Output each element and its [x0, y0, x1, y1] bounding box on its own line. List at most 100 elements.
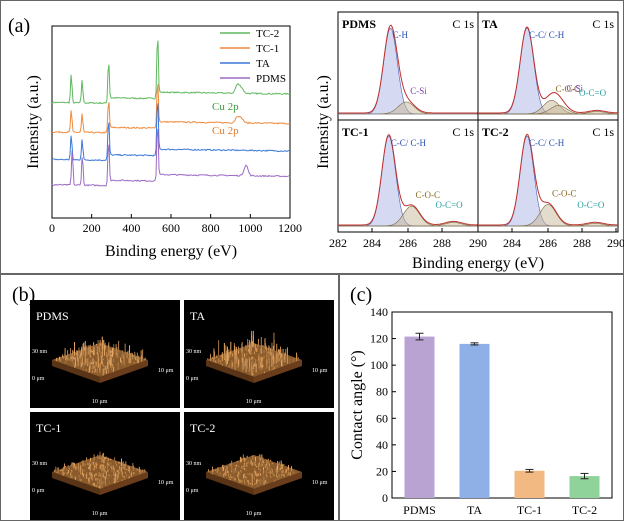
c1s-envelope-tc-2	[478, 133, 619, 226]
survey-series-pdms	[51, 128, 291, 187]
bar-tc-2	[569, 476, 600, 498]
legend-label-ta: TA	[256, 58, 270, 70]
c1s-title-tc-2: TC-2	[482, 125, 509, 139]
afm-y-label: 10 μm	[92, 399, 108, 405]
c1s-xtick-label: 290	[469, 236, 487, 250]
panel-c-label: (c)	[350, 284, 372, 306]
c1s-xtick-label: 288	[573, 236, 591, 250]
c1s-envelope-tc-1	[338, 134, 479, 226]
afm-side-right-ta	[254, 360, 302, 383]
c1s-title-pdms: PDMS	[342, 17, 376, 31]
c1s-peak-label-pdms-0: C-H	[393, 30, 409, 40]
c1s-core-pdms: C 1s	[452, 17, 474, 31]
afm-base-label: 0 μm	[32, 488, 45, 494]
survey-xtick-label: 1000	[238, 221, 262, 235]
afm-side-right-pdms	[100, 360, 148, 383]
bar-ytick-label: 20	[376, 464, 388, 478]
bar-category-label: PDMS	[403, 503, 436, 517]
c1s-xtick-label: 290	[607, 236, 624, 250]
c1s-peak-tc-2-2	[478, 223, 619, 227]
bar-ytick-label: 100	[370, 358, 388, 372]
afm-base-label: 0 μm	[32, 376, 45, 382]
c1s-title-ta: TA	[482, 17, 498, 31]
annotation-cu2p-tc1: Cu 2p	[212, 125, 239, 137]
panel-a-label: (a)	[8, 15, 30, 37]
bar-ytick-label: 120	[370, 332, 388, 346]
bar-ytick-label: 40	[376, 438, 388, 452]
bar-ytick-label: 60	[376, 411, 388, 425]
afm-x-label: 10 μm	[312, 480, 328, 486]
c1s-title-tc-1: TC-1	[342, 125, 369, 139]
afm-base-label: 0 μm	[186, 488, 199, 494]
afm-z-label: 30 nm	[186, 349, 202, 355]
legend-label-pdms: PDMS	[256, 73, 286, 85]
afm-x-label: 10 μm	[158, 368, 174, 374]
c1s-peak-label-ta-1: C-O-C	[556, 84, 581, 94]
survey-ylabel: Intensity (a.u.)	[25, 75, 42, 169]
c1s-peak-label-tc-1-0: C-C/ C-H	[391, 138, 427, 148]
afm-y-label: 10 μm	[92, 511, 108, 517]
annotation-cu2p-tc2: Cu 2p	[212, 101, 239, 113]
c1s-xtick-label: 286	[399, 236, 417, 250]
c1s-xtick-label: 288	[433, 236, 451, 250]
afm-side-ta	[206, 360, 254, 383]
afm-name-ta: TA	[190, 309, 205, 323]
afm-z-label: 30 nm	[186, 461, 202, 467]
survey-xtick-label: 800	[202, 221, 220, 235]
bar-axes-frame	[391, 311, 613, 499]
survey-xtick-label: 400	[122, 221, 140, 235]
bar-category-label: TA	[467, 503, 482, 517]
c1s-xtick-label: 284	[503, 236, 521, 250]
afm-base-label: 0 μm	[186, 376, 199, 382]
survey-xtick-label: 0	[49, 221, 55, 235]
c1s-peak-pdms-0	[338, 27, 478, 115]
c1s-ylabel: Intensity (a.u.)	[315, 75, 332, 169]
c1s-peak-tc-1-2	[338, 222, 479, 227]
c1s-core-ta: C 1s	[592, 17, 614, 31]
c1s-peak-label-pdms-1: C-Si	[410, 86, 427, 96]
survey-series-ta	[51, 103, 291, 162]
c1s-peak-label-ta-0: C-C/ C-H	[529, 30, 565, 40]
afm-z-label: 30 nm	[32, 349, 48, 355]
afm-y-label: 10 μm	[246, 511, 262, 517]
bar-pdms	[404, 336, 435, 498]
survey-series-tc-2	[51, 40, 291, 105]
bar-category-label: TC-1	[517, 503, 542, 517]
afm-images: PDMS 30 nm 0 μm 10 μm 10 μm TA 30 nm 0 μm 10 μm 1…	[30, 300, 334, 520]
c1s-xtick-label: 284	[363, 236, 381, 250]
c1s-peak-label-tc-2-1: C-O-C	[552, 188, 577, 198]
survey-chart: 0 200 400 600 800 1000 1200 Binding energy (eV)…	[25, 25, 302, 260]
c1s-peak-label-tc-1-1: C-O-C	[416, 190, 441, 200]
c1s-peak-label-tc-2-2: O-C=O	[577, 200, 605, 210]
bar-tc-1	[514, 470, 545, 498]
survey-xtick-label: 1200	[278, 221, 302, 235]
afm-side-tc-1	[52, 472, 100, 495]
afm-side-right-tc-1	[100, 472, 148, 495]
survey-xtick-label: 600	[162, 221, 180, 235]
c1s-envelope-pdms	[338, 24, 478, 114]
legend-label-tc-1: TC-1	[256, 43, 279, 55]
c1s-peak-label-ta-2: C-Si	[567, 83, 584, 93]
survey-xlabel: Binding energy (eV)	[105, 243, 237, 260]
bar-ylabel: Contact angle (°)	[349, 350, 366, 459]
afm-name-pdms: PDMS	[36, 309, 69, 323]
c1s-peak-label-tc-1-2: O-C=O	[436, 200, 464, 210]
c1s-peak-ta-0	[478, 27, 618, 115]
c1s-peak-label-ta-3: O-C=O	[579, 88, 607, 98]
bar-ytick-label: 0	[382, 491, 388, 505]
afm-name-tc-2: TC-2	[190, 421, 215, 435]
bar-ytick-label: 80	[376, 385, 388, 399]
c1s-xtick-label: 282	[329, 236, 347, 250]
contact-angle-chart: 0 20 40 60 80 100 120 140 Contact angle (°) PDMS T…	[349, 305, 613, 517]
bar-ta	[459, 343, 490, 498]
afm-side-right-tc-2	[254, 472, 302, 495]
afm-x-label: 10 μm	[158, 480, 174, 486]
afm-side-pdms	[52, 360, 100, 383]
bar-ytick-label: 140	[370, 305, 388, 319]
c1s-peak-ta-3	[478, 111, 619, 115]
afm-name-tc-1: TC-1	[36, 421, 61, 435]
afm-side-tc-2	[206, 472, 254, 495]
afm-z-label: 30 nm	[32, 461, 48, 467]
